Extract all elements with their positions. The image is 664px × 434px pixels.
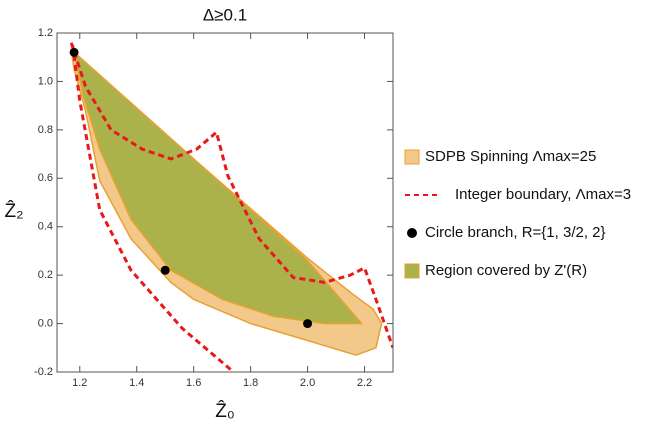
x-tick-label: 1.2	[72, 377, 87, 389]
y-tick-label: -0.2	[34, 366, 53, 378]
x-tick-label: 1.4	[129, 377, 144, 389]
point	[303, 319, 313, 329]
legend-swatch	[407, 228, 417, 238]
boundary-line	[71, 44, 235, 372]
boundary-line	[69, 42, 393, 349]
x-axis-label: Ẑ₀	[215, 400, 235, 422]
legend-label: Integer boundary, Λmax=3	[455, 186, 631, 203]
legend-swatch	[404, 263, 420, 279]
chart-title: Δ≥0.1	[203, 5, 247, 24]
y-tick-label: 0.8	[38, 124, 53, 136]
y-tick-label: 1.0	[38, 75, 53, 87]
point	[69, 47, 79, 57]
legend-label: SDPB Spinning Λmax=25	[425, 148, 596, 165]
point	[160, 265, 170, 275]
y-tick-label: 0.2	[38, 269, 53, 281]
legend-swatch	[404, 149, 420, 165]
y-tick-label: 0.4	[38, 221, 53, 233]
x-tick-label: 2.0	[300, 377, 315, 389]
legend-label: Circle branch, R={1, 3/2, 2}	[425, 224, 606, 241]
frame	[56, 32, 394, 373]
region	[72, 50, 364, 325]
plot-area	[69, 42, 393, 372]
legend-label: Region covered by Z'(R)	[425, 262, 587, 279]
x-tick-label: 1.8	[243, 377, 258, 389]
y-tick-label: 1.2	[38, 27, 53, 39]
x-tick-label: 1.6	[186, 377, 201, 389]
x-tick-label: 2.2	[357, 377, 372, 389]
y-tick-label: 0.6	[38, 172, 53, 184]
y-tick-label: 0.0	[38, 317, 53, 329]
y-axis-label: Ẑ₂	[5, 200, 24, 222]
